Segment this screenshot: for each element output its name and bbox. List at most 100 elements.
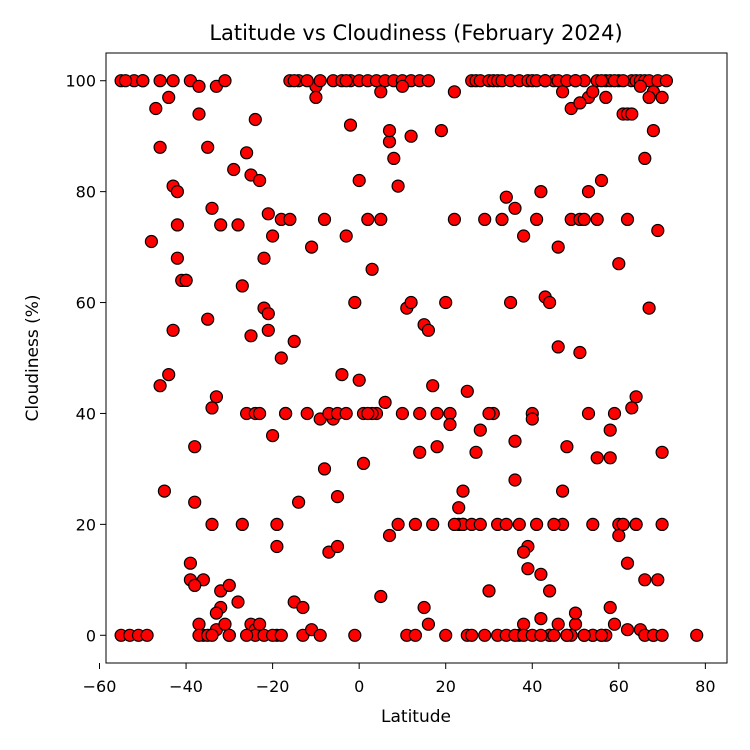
data-point — [439, 628, 453, 642]
data-point — [504, 295, 518, 310]
data-point — [404, 295, 418, 310]
data-point — [205, 517, 219, 532]
x-tick-label: 0 — [354, 677, 364, 696]
data-point — [261, 207, 275, 221]
data-point — [270, 539, 284, 554]
data-point — [430, 440, 444, 454]
data-point — [382, 135, 397, 149]
data-point — [317, 212, 332, 226]
data-point — [144, 234, 158, 249]
plot-background — [106, 53, 727, 663]
data-point — [439, 295, 453, 310]
data-point — [659, 74, 674, 88]
data-point — [153, 140, 167, 154]
data-point — [361, 212, 375, 226]
data-point — [655, 628, 669, 642]
data-point — [443, 417, 457, 432]
data-point — [227, 162, 241, 177]
data-point — [625, 107, 639, 121]
y-axis: 0 20 40 60 80 100 — [65, 72, 106, 645]
data-point — [339, 74, 353, 88]
data-point — [330, 539, 345, 554]
data-point — [404, 129, 418, 143]
data-point — [542, 584, 557, 598]
data-point — [465, 628, 479, 642]
data-point — [253, 617, 267, 631]
data-point — [629, 390, 643, 404]
data-point — [590, 451, 604, 465]
data-point — [287, 74, 301, 88]
data-point — [547, 628, 561, 642]
data-point — [594, 173, 609, 188]
data-point — [568, 606, 583, 620]
data-point — [270, 517, 284, 532]
data-point — [594, 628, 609, 642]
x-tick-label: −60 — [83, 677, 117, 696]
data-point — [529, 212, 544, 226]
data-point — [612, 528, 626, 543]
data-point — [382, 124, 397, 138]
data-point — [287, 334, 301, 348]
data-point — [192, 617, 206, 631]
data-point — [620, 212, 635, 226]
data-point — [473, 517, 487, 532]
x-tick-label: −20 — [256, 677, 290, 696]
data-point — [495, 212, 509, 226]
data-point — [231, 595, 245, 609]
data-point — [235, 517, 249, 532]
data-point — [305, 240, 319, 254]
data-point — [690, 628, 704, 642]
x-tick-label: −40 — [169, 677, 203, 696]
data-point — [162, 90, 176, 105]
data-point — [534, 185, 548, 199]
data-point — [586, 85, 600, 99]
data-point — [516, 617, 531, 631]
data-point — [248, 112, 262, 127]
data-point — [534, 628, 548, 642]
data-point — [395, 406, 409, 421]
data-point — [551, 617, 565, 631]
data-point — [577, 212, 591, 226]
data-point — [421, 323, 435, 337]
data-point — [603, 423, 617, 437]
data-point — [434, 124, 448, 138]
data-point — [482, 406, 496, 421]
data-point — [590, 212, 604, 226]
data-point — [603, 451, 617, 465]
y-tick-label: 100 — [65, 72, 96, 91]
data-points — [114, 74, 704, 642]
data-point — [166, 323, 180, 337]
y-tick-label: 0 — [86, 626, 96, 645]
data-point — [413, 406, 427, 421]
data-point — [525, 412, 539, 426]
data-point — [330, 490, 345, 504]
data-point — [261, 307, 275, 321]
y-tick-label: 60 — [76, 294, 96, 313]
data-point — [209, 390, 223, 404]
data-point — [253, 406, 267, 421]
data-point — [274, 628, 288, 642]
data-point — [633, 79, 648, 93]
data-point — [374, 589, 388, 604]
x-tick-label: 80 — [695, 677, 715, 696]
y-axis-label: Cloudiness (%) — [23, 294, 43, 421]
data-point — [408, 517, 422, 532]
data-point — [642, 90, 656, 105]
data-point — [170, 251, 184, 265]
data-point — [603, 600, 617, 615]
data-point — [231, 218, 245, 232]
y-tick-label: 40 — [76, 404, 96, 423]
data-point — [452, 501, 466, 515]
data-point — [309, 90, 323, 105]
data-point — [240, 628, 254, 642]
data-point — [478, 628, 492, 642]
data-point — [395, 79, 409, 93]
data-point — [222, 578, 236, 593]
y-tick-label: 20 — [76, 515, 96, 534]
data-point — [560, 440, 574, 454]
data-point — [218, 617, 232, 631]
data-point — [473, 423, 487, 437]
data-point — [551, 340, 565, 354]
data-point — [361, 406, 375, 421]
